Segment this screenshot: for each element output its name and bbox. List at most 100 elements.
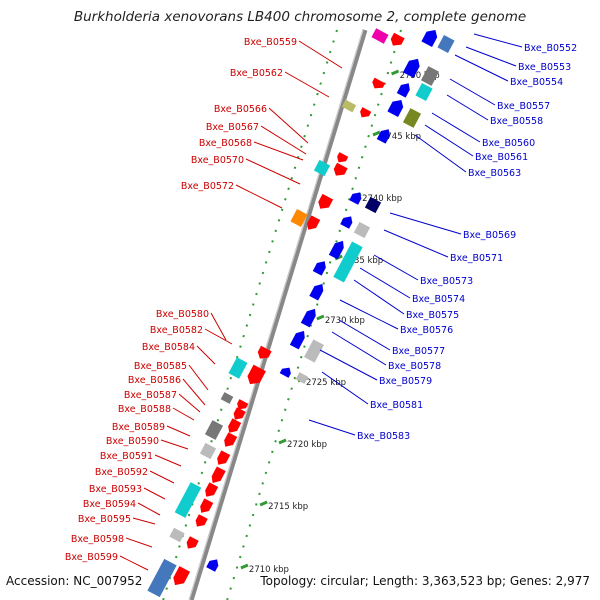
kbp-tick-label: 2730 kbp [325,316,365,326]
left-strand-gene-arrow [333,162,348,176]
backbone-highlight [188,29,364,600]
right-strand-gene-arrow [349,192,362,205]
map-title: Burkholderia xenovorans LB400 chromosome… [73,9,527,25]
right-strand-gene-arrow [402,58,420,78]
leader-line [339,299,399,330]
leader-line [253,141,304,161]
gene-label-left: Bxe_B0568 [199,138,252,149]
left-strand-gene-arrow [372,77,386,89]
gene-label-right: Bxe_B0571 [450,253,503,264]
right-strand-gene-box [415,83,433,101]
kbp-tick-label: 2710 kbp [249,565,289,575]
gene-label-right: Bxe_B0560 [482,138,535,149]
leader-line [235,184,283,209]
gene-label-left: Bxe_B0570 [191,155,244,166]
kbp-tick-label: 2740 kbp [362,194,402,204]
gene-label-right: Bxe_B0579 [379,376,432,387]
left-strand-gene-arrow [217,450,231,465]
leader-line [143,487,166,500]
gene-label-left: Bxe_B0580 [156,309,209,320]
gene-label-left: Bxe_B0572 [181,181,234,192]
right-strand-gene-box [364,196,382,214]
left-strand-gene-arrow [173,566,191,586]
gene-label-right: Bxe_B0561 [475,152,528,163]
leader-line [137,502,161,516]
gene-label-left: Bxe_B0582 [150,325,203,336]
gene-label-left: Bxe_B0567 [206,122,259,133]
right-strand-gene-box [304,339,324,363]
gene-label-left: Bxe_B0587 [124,390,177,401]
right-strand-gene-box [420,66,440,86]
right-strand-gene-box [402,108,422,128]
left-strand-gene-arrow [211,466,226,483]
gene-label-right: Bxe_B0552 [524,43,577,54]
kbp-tick-mark [316,314,325,321]
right-strand-gene-arrow [312,261,326,276]
leader-line [284,71,330,98]
leader-line [414,134,467,173]
kbp-tick-mark [372,130,381,137]
left-strand-gene-box [313,159,331,177]
gene-label-left: Bxe_B0588 [118,404,171,415]
gene-label-left: Bxe_B0593 [89,484,142,495]
gene-label-left: Bxe_B0599 [65,552,118,563]
accession-label: Accession: NC_007952 [6,574,143,588]
left-strand-gene-arrow [228,418,242,433]
left-strand-gene-arrow [233,407,246,420]
leader-line [359,267,411,299]
left-strand-gene-box [204,420,224,440]
kbp-tick-label: 2715 kbp [268,502,308,512]
leader-line [431,112,481,143]
leader-line [210,312,227,341]
gene-label-right: Bxe_B0581 [370,400,423,411]
gene-label-left: Bxe_B0559 [244,37,297,48]
leader-line [331,331,387,366]
gene-label-left: Bxe_B0598 [71,534,124,545]
gene-label-left: Bxe_B0562 [230,68,283,79]
gene-label-right: Bxe_B0569 [463,230,516,241]
right-strand-gene-arrow [279,367,291,378]
right-strand-gene-arrow [376,129,390,144]
right-strand-gene-arrow [309,284,324,301]
left-strand-gene-box [174,482,202,518]
gene-label-right: Bxe_B0576 [400,325,453,336]
leader-line [446,94,489,121]
kbp-tick-label: 2735 kbp [343,256,383,266]
left-strand-gene-box [199,442,217,460]
leader-line [321,371,369,405]
leader-line [338,319,391,351]
left-strand-gene-arrow [200,498,214,513]
left-strand-gene-box [220,392,234,404]
left-strand-gene-box [169,527,185,543]
leader-line [373,254,419,281]
left-strand-gene-box [371,28,389,44]
left-strand-gene-box [147,558,177,598]
left-strand-gene-box [228,357,248,379]
left-strand-gene-arrow [195,514,208,527]
left-strand-gene-arrow [257,345,272,359]
gene-label-right: Bxe_B0577 [392,346,445,357]
right-strand-gene-box [353,221,371,239]
kbp-tick-mark [390,69,400,76]
kbp-tick-mark [240,563,249,570]
backbone-line [188,29,368,600]
leader-line [188,364,209,391]
leader-line [353,279,405,315]
left-strand-gene-arrow [307,215,321,230]
leader-line [125,537,153,548]
gene-label-left: Bxe_B0594 [83,499,136,510]
leader-line [465,46,517,67]
kbp-tick-label: 2720 kbp [287,440,327,450]
gene-label-left: Bxe_B0592 [95,467,148,478]
leader-line [178,393,201,413]
left-strand-gene-box [341,99,357,113]
left-strand-gene-arrow [390,32,405,46]
gene-label-left: Bxe_B0586 [128,375,181,386]
leader-line [204,328,233,345]
leader-line [383,229,449,258]
gene-label-left: Bxe_B0589 [112,422,165,433]
left-strand-gene-arrow [237,399,249,410]
gene-label-left: Bxe_B0591 [100,451,153,462]
leader-line [245,158,301,185]
